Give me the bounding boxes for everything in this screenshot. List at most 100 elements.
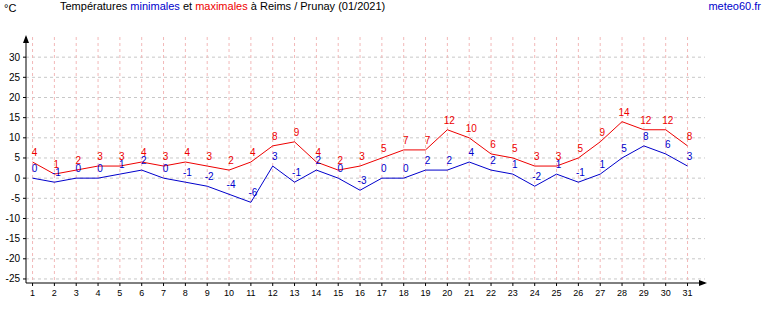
x-tick-label: 16 — [355, 288, 365, 298]
x-tick-label: 26 — [573, 288, 583, 298]
x-tick-label: 11 — [246, 288, 255, 298]
data-label: 3 — [272, 151, 278, 162]
x-tick — [578, 283, 579, 286]
data-label: 9 — [599, 127, 605, 138]
y-tick-label: -25 — [6, 273, 21, 284]
data-label: 3 — [556, 151, 562, 162]
data-label: 8 — [687, 131, 693, 142]
data-label: 0 — [403, 163, 409, 174]
data-label: 4 — [32, 147, 38, 158]
data-label: 12 — [640, 115, 652, 126]
data-label: 0 — [163, 163, 169, 174]
x-tick — [229, 283, 230, 286]
grid-line-y — [26, 77, 705, 78]
y-axis-arrow — [23, 35, 29, 43]
grid-line-x — [294, 37, 295, 283]
x-tick-label: 14 — [311, 288, 321, 298]
series-line — [33, 146, 688, 202]
data-label: 5 — [512, 143, 518, 154]
y-tick-label: 30 — [9, 52, 21, 63]
x-tick — [338, 283, 339, 286]
x-tick — [250, 283, 251, 286]
y-tick-label: -20 — [6, 253, 21, 264]
chart: -25-20-15-10-505101520253012345678910111… — [0, 0, 765, 320]
data-label: 8 — [272, 131, 278, 142]
y-tick — [23, 218, 26, 219]
data-label: 2 — [425, 155, 431, 166]
x-tick-label: 23 — [508, 288, 518, 298]
y-tick — [23, 137, 26, 138]
data-label: 0 — [32, 163, 38, 174]
grid-line-x — [643, 37, 644, 283]
data-label: 6 — [665, 139, 671, 150]
x-tick — [425, 283, 426, 286]
title-part: Températures — [60, 0, 130, 12]
y-tick-label: -10 — [6, 213, 21, 224]
grid-line-y — [26, 57, 705, 58]
y-tick — [23, 117, 26, 118]
y-tick-label: 20 — [9, 92, 21, 103]
data-label: 5 — [578, 143, 584, 154]
data-label: 3 — [359, 151, 365, 162]
data-label: 4 — [250, 147, 256, 158]
data-label: 5 — [381, 143, 387, 154]
x-tick-label: 8 — [183, 288, 188, 298]
grid-line-x — [185, 37, 186, 283]
x-tick-label: 27 — [595, 288, 605, 298]
x-tick — [512, 283, 513, 286]
y-tick-label: 5 — [14, 152, 20, 163]
data-label: -2 — [532, 171, 541, 182]
data-label: 3 — [206, 151, 212, 162]
x-tick — [272, 283, 273, 286]
x-axis-arrow — [699, 280, 707, 286]
x-tick-label: 10 — [224, 288, 234, 298]
x-tick-label: 7 — [161, 288, 166, 298]
data-label: 14 — [618, 107, 630, 118]
x-tick — [207, 283, 208, 286]
data-label: 7 — [403, 135, 409, 146]
x-tick — [141, 283, 142, 286]
x-axis — [26, 283, 705, 284]
data-label: 6 — [490, 139, 496, 150]
data-label: 2 — [228, 155, 234, 166]
data-label: 1 — [512, 159, 518, 170]
y-tick — [23, 157, 26, 158]
y-tick-label: 0 — [14, 173, 20, 184]
y-tick-label: 15 — [9, 112, 21, 123]
data-label: 7 — [425, 135, 431, 146]
data-label: 2 — [337, 155, 343, 166]
x-tick-label: 4 — [96, 288, 101, 298]
y-tick — [23, 258, 26, 259]
title: Températures minimales et maximales à Re… — [60, 0, 385, 12]
data-label: -4 — [227, 179, 236, 190]
grid-line-y — [26, 117, 705, 118]
grid-line-y — [26, 198, 705, 199]
data-label: -3 — [358, 175, 367, 186]
title-part: à Reims / Prunay (01/2021) — [248, 0, 386, 12]
x-tick — [491, 283, 492, 286]
source: meteo60.fr — [708, 0, 761, 12]
x-tick-label: 29 — [639, 288, 649, 298]
x-tick-label: 1 — [30, 288, 35, 298]
data-label: 12 — [444, 115, 456, 126]
grid-line-x — [381, 37, 382, 283]
x-tick — [294, 283, 295, 286]
data-label: 2 — [75, 155, 81, 166]
y-tick — [23, 97, 26, 98]
data-label: 5 — [621, 143, 627, 154]
y-tick — [23, 278, 26, 279]
data-label: -1 — [292, 167, 301, 178]
x-tick — [163, 283, 164, 286]
x-tick — [32, 283, 33, 286]
x-tick-label: 9 — [205, 288, 210, 298]
title-part: minimales — [130, 0, 180, 12]
x-tick-label: 6 — [139, 288, 144, 298]
grid-line-x — [622, 37, 623, 283]
grid-line-y — [26, 97, 705, 98]
x-tick — [687, 283, 688, 286]
x-tick-label: 24 — [530, 288, 540, 298]
series-line — [33, 122, 688, 174]
y-tick-label: 25 — [9, 72, 21, 83]
data-label: 3 — [97, 151, 103, 162]
x-tick-label: 30 — [661, 288, 671, 298]
